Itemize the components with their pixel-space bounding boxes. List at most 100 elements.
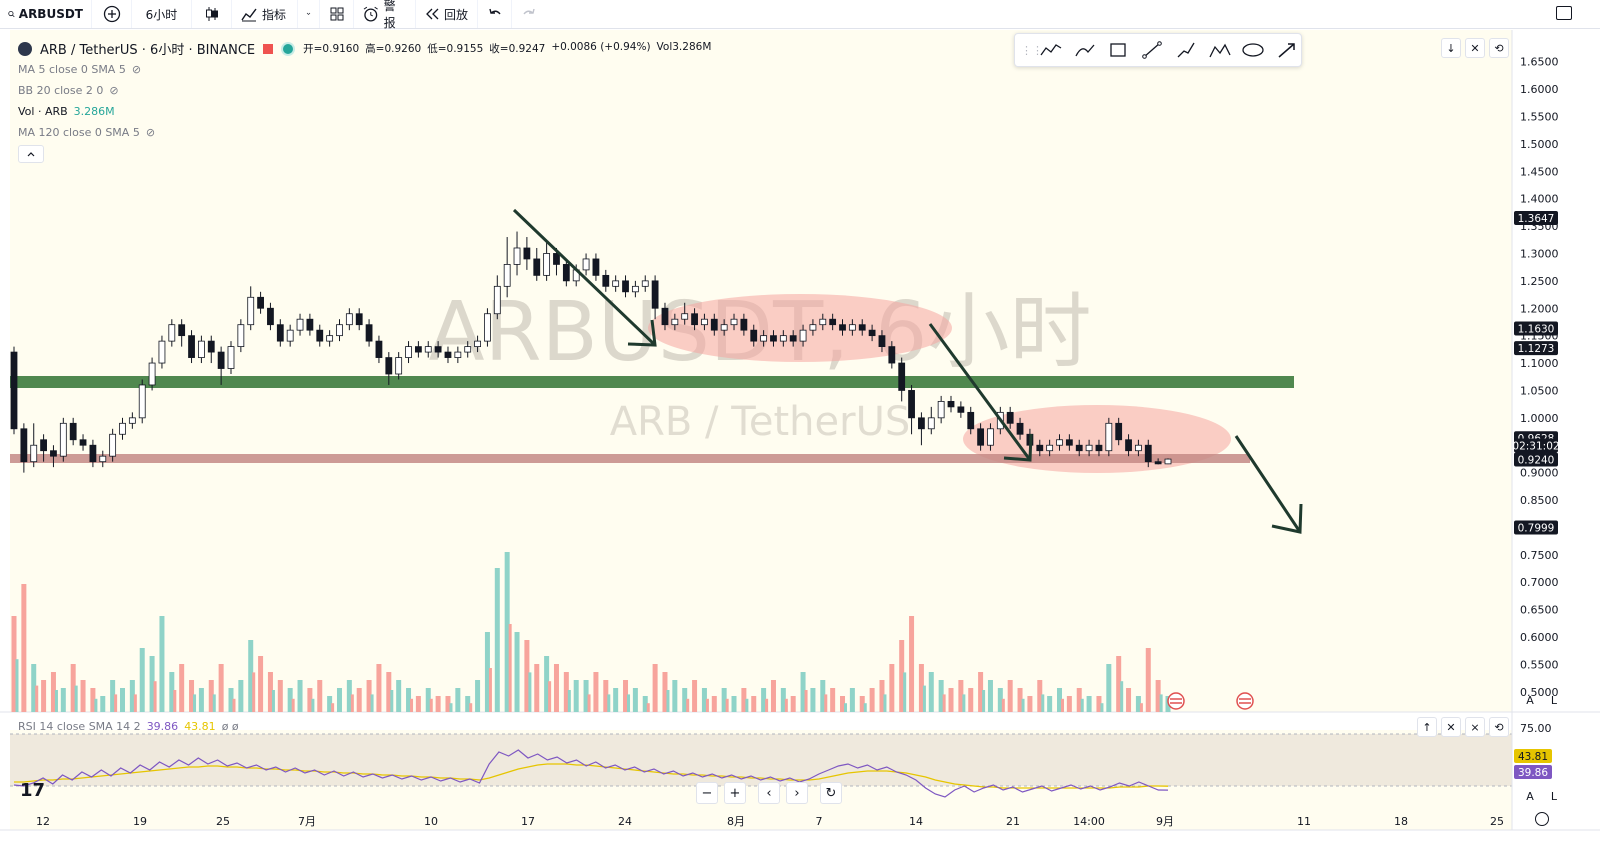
legend-collapse-button[interactable] (18, 145, 44, 163)
eye-hidden-icon[interactable]: ⊘ (145, 126, 156, 139)
auto-scale-button[interactable]: A (1526, 693, 1534, 707)
line-tool-button[interactable] (1138, 36, 1166, 64)
volume-bar (54, 690, 58, 712)
rsi-auto-scale-button[interactable]: A (1526, 789, 1534, 803)
chart-type-button[interactable] (192, 0, 232, 28)
candle-body (631, 285, 639, 293)
alert-button[interactable]: 警报 (354, 0, 416, 30)
layout-button[interactable] (320, 0, 354, 28)
ellipse-tool-button[interactable] (1240, 36, 1268, 64)
reset-chart-button[interactable]: ↻ (820, 782, 842, 804)
eye-hidden-icon[interactable]: ⊘ (131, 63, 142, 76)
candle-body (30, 444, 38, 463)
volume-bar (1086, 696, 1092, 712)
volume-bar (271, 690, 275, 712)
volume-bar (593, 672, 599, 712)
log-scale-button[interactable]: L (1550, 693, 1558, 707)
candle (30, 423, 38, 468)
candle (710, 313, 718, 336)
rewind-icon (426, 8, 439, 20)
volume-bar (484, 632, 490, 712)
volume-bar (153, 681, 157, 712)
volume-bar (563, 672, 569, 712)
line-icon (1142, 41, 1162, 59)
candle-body (247, 296, 255, 326)
drag-handle-icon[interactable]: ⋮⋮ (1021, 43, 1043, 57)
candle (1105, 417, 1113, 457)
volume-bar (534, 664, 540, 712)
replay-button[interactable]: 回放 (416, 0, 478, 28)
brush-tool-button[interactable] (1071, 36, 1099, 64)
interval-button[interactable]: 6小时 (132, 0, 192, 28)
rsi-badge-label: 39.86 (1518, 767, 1548, 779)
time-axis[interactable]: 12 19 25 7月 10 17 24 8月 7 14 21 14:00 9月 11 18 25 (36, 815, 1504, 828)
legend-indicator-ma120[interactable]: MA 120 close 0 SMA 5 ⊘ (18, 122, 711, 143)
rsi-value: 39.86 (146, 720, 179, 733)
collapse-pane-button[interactable]: ✕ (1465, 38, 1485, 58)
volume-bar (997, 688, 1003, 712)
volume-bar (390, 690, 394, 712)
volume-bar (267, 672, 273, 712)
legend-indicator-bb[interactable]: BB 20 close 2 0 ⊘ (18, 80, 711, 101)
legend-pair[interactable]: ARB / TetherUS · 6小时 · BINANCE (40, 43, 256, 58)
rsi-log-scale-button[interactable]: L (1550, 789, 1558, 803)
chart-canvas[interactable]: ARBUSDT, 6小时 ARB / TetherUS 1.65001.6000… (0, 30, 1600, 862)
interval-label: 6小时 (145, 7, 178, 22)
flag-icon[interactable] (263, 43, 274, 54)
candle (385, 352, 393, 385)
indicators-dropdown[interactable] (298, 0, 320, 28)
candle-body (809, 324, 817, 331)
volume-bar (317, 680, 323, 712)
candle (1056, 434, 1063, 451)
legend-indicator-ma5[interactable]: MA 5 close 0 SMA 5 ⊘ (18, 59, 711, 80)
volume-bar (114, 694, 118, 712)
indicators-label: 指标 (262, 7, 287, 22)
delete-pane-button[interactable]: ✕ (1441, 717, 1461, 737)
candle-body (1046, 444, 1054, 452)
path-tool-button[interactable] (1172, 36, 1200, 64)
move-pane-down-button[interactable]: ↓ (1441, 38, 1461, 58)
redo-button[interactable] (512, 0, 546, 28)
arrow-tool-button[interactable] (1273, 36, 1301, 64)
compare-symbol-button[interactable] (92, 0, 132, 28)
candle-body (395, 357, 403, 375)
candle-body (257, 296, 264, 309)
move-pane-up-button[interactable]: ↑ (1417, 717, 1437, 737)
candle (1065, 434, 1073, 451)
candle-body (414, 346, 422, 353)
maximize-rsi-pane-button[interactable]: ⟲ (1489, 717, 1509, 737)
fullscreen-button[interactable] (1556, 6, 1572, 20)
price-tick-label: 0.5500 (1520, 658, 1559, 671)
undo-button[interactable] (478, 0, 512, 28)
zoom-out-button[interactable]: − (696, 782, 718, 804)
volume-bar (465, 696, 471, 712)
eye-hidden-icon[interactable]: ⊘ (109, 84, 119, 97)
volume-bar (790, 696, 796, 712)
scroll-right-button[interactable]: › (786, 782, 808, 804)
volume-bar (889, 664, 895, 712)
time-tick-label: 7 (816, 815, 823, 828)
ohlc-open: 开=0.9160 (303, 43, 360, 55)
symbol-search-button[interactable]: ARBUSDT (0, 0, 92, 28)
rectangle-tool-button[interactable] (1105, 36, 1133, 64)
volume-bar (133, 694, 137, 712)
rsi-badge-label: 43.81 (1518, 751, 1548, 763)
target-arrow-head (1271, 503, 1303, 534)
collapse-rsi-pane-button[interactable]: ⨯ (1465, 717, 1485, 737)
rsi-legend[interactable]: RSI 14 close SMA 14 2 39.86 43.81 ø ø (18, 720, 239, 733)
legend-indicator-vol[interactable]: Vol · ARB 3.286M (18, 101, 711, 122)
volume-bar (1007, 680, 1013, 712)
maximize-pane-button[interactable]: ⟲ (1489, 38, 1509, 58)
candle-body (730, 318, 738, 326)
settings-gear-icon[interactable] (1535, 812, 1549, 826)
scroll-left-button[interactable]: ‹ (758, 782, 780, 804)
volume-bar (129, 680, 135, 712)
zoom-in-button[interactable]: + (724, 782, 746, 804)
indicators-button[interactable]: 指标 (232, 0, 298, 28)
trend-tool-button[interactable] (1037, 36, 1065, 64)
pattern-tool-button[interactable] (1206, 36, 1234, 64)
legend-ohlc: 开=0.9160 高=0.9260 低=0.9155 收=0.9247 +0.0… (303, 41, 711, 56)
volume-bar (725, 698, 729, 712)
time-tick-label: 24 (618, 815, 632, 828)
price-axis[interactable]: 1.65001.60001.55001.50001.45001.40001.35… (1512, 56, 1560, 779)
